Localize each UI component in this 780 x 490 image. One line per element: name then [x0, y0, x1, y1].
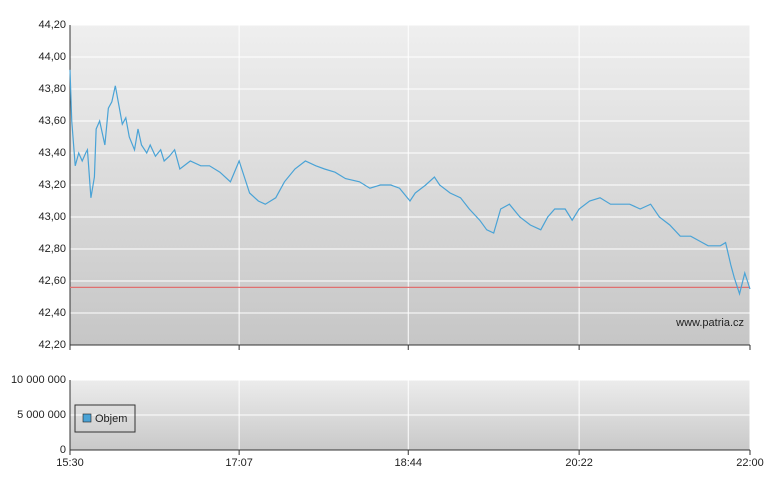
legend-swatch [82, 413, 92, 423]
y-tick-label: 43,20 [38, 179, 66, 191]
y-tick-label: 43,80 [38, 83, 66, 95]
x-tick-label: 20:22 [565, 457, 593, 469]
y-tick-label: 43,60 [38, 115, 66, 127]
y-tick-label: 5 000 000 [17, 409, 66, 421]
y-tick-label: 44,20 [38, 19, 66, 31]
y-tick-label: 44,00 [38, 51, 66, 63]
x-tick-label: 17:07 [225, 457, 253, 469]
legend-box [74, 404, 136, 433]
legend-label: Objem [95, 413, 127, 425]
y-tick-label: 43,40 [38, 147, 66, 159]
y-tick-label: 0 [60, 444, 66, 456]
y-tick-label: 42,40 [38, 307, 66, 319]
watermark: www.patria.cz [675, 317, 744, 329]
price-line [69, 69, 751, 296]
y-tick-label: 10 000 000 [11, 374, 66, 386]
y-tick-label: 42,60 [38, 275, 66, 287]
x-tick-label: 15:30 [56, 457, 84, 469]
y-tick-label: 43,00 [38, 211, 66, 223]
y-tick-label: 42,20 [38, 339, 66, 351]
x-tick-label: 22:00 [736, 457, 764, 469]
y-tick-label: 42,80 [38, 243, 66, 255]
x-tick-label: 18:44 [394, 457, 422, 469]
